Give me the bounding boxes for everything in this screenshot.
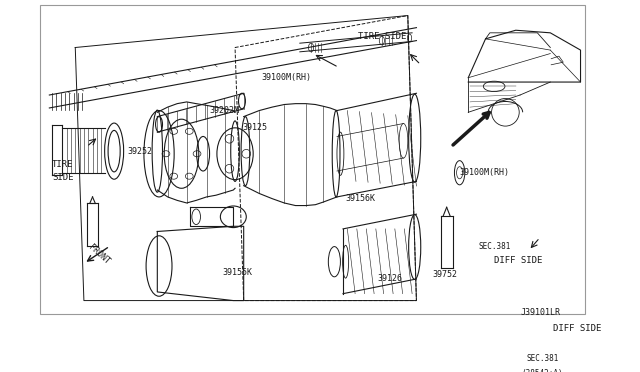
Text: 39100M(RH): 39100M(RH) bbox=[460, 168, 509, 177]
Text: 39752: 39752 bbox=[432, 270, 457, 279]
Text: (38542+A): (38542+A) bbox=[522, 369, 563, 372]
Text: TIRE: TIRE bbox=[52, 160, 74, 169]
Text: DIFF SIDE: DIFF SIDE bbox=[494, 256, 543, 265]
Text: 39126: 39126 bbox=[378, 274, 403, 283]
Text: 39202M: 39202M bbox=[209, 106, 239, 115]
Text: 39155K: 39155K bbox=[222, 267, 252, 276]
Text: 39252: 39252 bbox=[127, 147, 152, 155]
Text: SEC.381: SEC.381 bbox=[479, 242, 511, 251]
Text: FRONT: FRONT bbox=[86, 243, 111, 266]
Text: DIFF SIDE: DIFF SIDE bbox=[553, 324, 601, 333]
Text: TIRE SIDE: TIRE SIDE bbox=[358, 32, 406, 41]
Text: SEC.381: SEC.381 bbox=[527, 354, 559, 363]
Text: 39156K: 39156K bbox=[346, 194, 376, 203]
Text: SIDE: SIDE bbox=[52, 173, 74, 182]
Text: 39125: 39125 bbox=[242, 124, 267, 132]
Text: J39101LR: J39101LR bbox=[520, 308, 560, 317]
Text: 39100M(RH): 39100M(RH) bbox=[261, 73, 311, 82]
